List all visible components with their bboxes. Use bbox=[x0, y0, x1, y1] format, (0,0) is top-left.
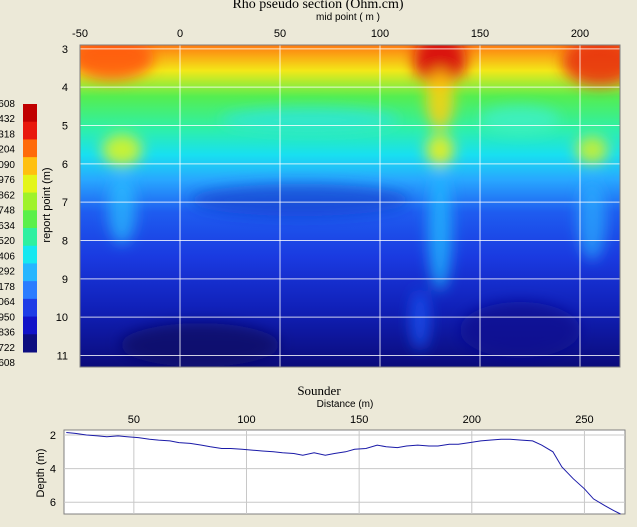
x-tick-label: 100 bbox=[371, 28, 389, 40]
colorbar-swatch bbox=[23, 228, 37, 247]
colorbar-swatch bbox=[23, 210, 37, 229]
sounder-depth-line bbox=[66, 432, 621, 515]
colorbar-label: 608 bbox=[0, 358, 15, 369]
sounder-x-axis-label: Distance (m) bbox=[317, 399, 374, 410]
colorbar-label: 2432 bbox=[0, 114, 15, 125]
sounder-gridlines bbox=[64, 430, 625, 514]
sounder-x-tick-label: 50 bbox=[128, 414, 140, 426]
sounder-x-tick-labels: 50 100 150 200 250 bbox=[128, 414, 594, 426]
sounder-y-tick-label: 4 bbox=[50, 464, 56, 476]
colorbar-swatch bbox=[23, 192, 37, 211]
y-tick-label: 10 bbox=[56, 312, 68, 324]
y-axis-label: report point (m) bbox=[41, 167, 53, 242]
heatmap-plot-area bbox=[80, 45, 620, 367]
colorbar-label: 1178 bbox=[0, 282, 15, 293]
colorbar-swatch bbox=[23, 334, 37, 353]
heatmap-gridlines bbox=[80, 45, 620, 367]
chart-title: Rho pseudo section (Ohm.cm) bbox=[232, 0, 403, 12]
y-tick-label: 9 bbox=[62, 274, 68, 286]
x-tick-labels: -50 0 50 100 150 200 bbox=[72, 28, 589, 40]
colorbar-swatch bbox=[23, 281, 37, 300]
colorbar-label: 1520 bbox=[0, 236, 15, 247]
colorbar-swatch bbox=[23, 121, 37, 140]
colorbar-swatch bbox=[23, 245, 37, 264]
sounder-title: Sounder bbox=[297, 383, 341, 398]
sounder-y-axis-label: Depth (m) bbox=[35, 449, 47, 498]
sounder-plot-area bbox=[63, 429, 626, 515]
x-axis-label: mid point ( m ) bbox=[316, 12, 380, 23]
y-tick-label: 3 bbox=[62, 44, 68, 56]
y-tick-label: 4 bbox=[62, 82, 68, 94]
sounder-x-tick-label: 250 bbox=[575, 414, 593, 426]
colorbar-label: 1292 bbox=[0, 267, 15, 278]
colorbar-swatch bbox=[23, 298, 37, 318]
colorbar-swatch bbox=[23, 104, 37, 123]
y-tick-label: 8 bbox=[62, 236, 68, 248]
colorbar-label: 1976 bbox=[0, 175, 15, 186]
sounder-chart: Sounder Distance (m) Depth (m) 50 100 150 2… bbox=[35, 383, 626, 515]
colorbar-label: 2204 bbox=[0, 145, 15, 156]
sounder-y-tick-labels: 2 4 6 bbox=[50, 430, 56, 509]
colorbar-label: 2090 bbox=[0, 160, 15, 171]
colorbar-label: 1862 bbox=[0, 190, 15, 201]
colorbar-label: 1064 bbox=[0, 297, 15, 308]
y-tick-label: 7 bbox=[62, 197, 68, 209]
x-tick-label: 200 bbox=[571, 28, 589, 40]
y-tick-label: 11 bbox=[57, 351, 68, 363]
plot-frame bbox=[79, 44, 621, 368]
colorbar-label: 1748 bbox=[0, 206, 15, 217]
colorbar-swatch bbox=[23, 174, 37, 194]
x-tick-label: -50 bbox=[72, 28, 88, 40]
colorbar-swatch bbox=[23, 157, 37, 176]
colorbar-swatch bbox=[23, 263, 37, 282]
sounder-x-tick-label: 100 bbox=[237, 414, 255, 426]
rho-pseudo-section-chart: Rho pseudo section (Ohm.cm) mid point ( … bbox=[0, 0, 621, 369]
y-tick-label: 6 bbox=[62, 159, 68, 171]
colorbar-label: 836 bbox=[0, 328, 15, 339]
x-tick-label: 0 bbox=[177, 28, 183, 40]
colorbar-label: 1634 bbox=[0, 221, 15, 232]
y-tick-labels: 3 4 5 6 7 8 9 10 11 bbox=[56, 44, 68, 363]
x-tick-label: 150 bbox=[471, 28, 489, 40]
colorbar-label: 722 bbox=[0, 343, 15, 354]
colorbar-label: 950 bbox=[0, 312, 15, 323]
colorbar-label: 1406 bbox=[0, 251, 15, 262]
y-tick-label: 5 bbox=[62, 121, 68, 133]
colorbar-swatch bbox=[23, 139, 37, 158]
sounder-x-tick-label: 150 bbox=[350, 414, 368, 426]
sounder-x-tick-label: 200 bbox=[463, 414, 481, 426]
x-tick-label: 50 bbox=[274, 28, 286, 40]
colorbar-swatch bbox=[23, 316, 37, 335]
sounder-y-tick-label: 2 bbox=[50, 430, 56, 442]
sounder-y-tick-label: 6 bbox=[50, 497, 56, 509]
